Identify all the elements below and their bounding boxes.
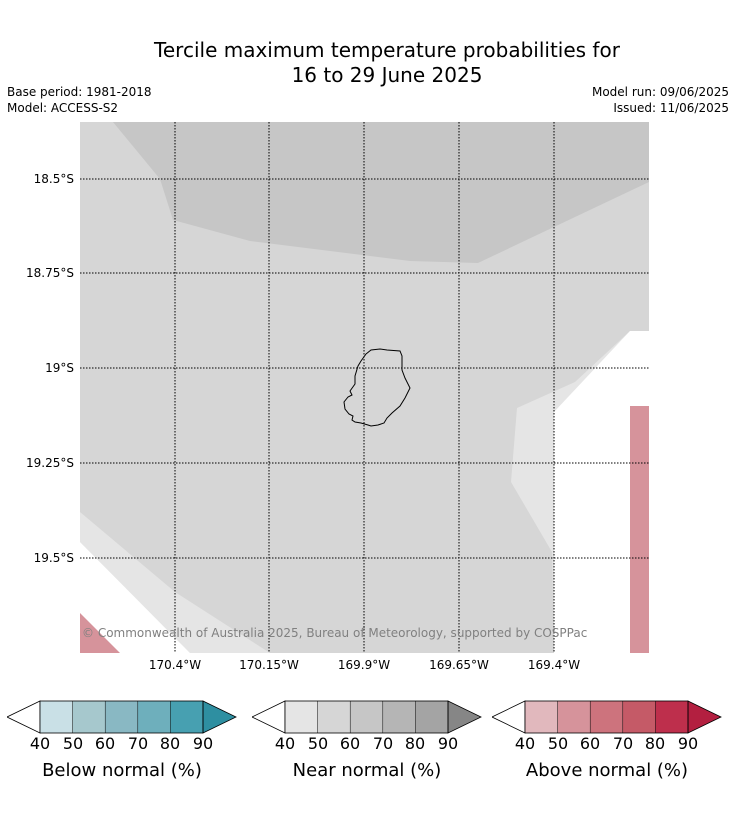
tick-label: 80 — [404, 734, 426, 753]
colorbar-low-extend-triangle — [492, 700, 526, 734]
ticks-below: 40 50 60 70 80 90 — [7, 734, 237, 754]
niue-island-coastline — [343, 348, 411, 427]
colorbar-segment — [415, 701, 448, 733]
legend-below-normal: 40 50 60 70 80 90 Below normal (%) — [7, 700, 237, 781]
issued-date: Issued: 11/06/2025 — [613, 101, 729, 115]
tick-label: 40 — [29, 734, 51, 753]
colorbar-near — [252, 700, 482, 734]
legend-title-above: Above normal (%) — [525, 760, 689, 781]
tick-label: 60 — [339, 734, 361, 753]
base-period: Base period: 1981-2018 — [7, 85, 152, 99]
title-line-1: Tercile maximum temperature probabilitie… — [154, 38, 620, 62]
tick-label: 90 — [192, 734, 214, 753]
colorbar-segment — [137, 701, 171, 733]
colorbar-below — [7, 700, 237, 734]
no-data-region-sw — [80, 542, 190, 653]
colorbar-segment — [285, 701, 318, 733]
colorbar-segment — [590, 701, 623, 733]
tick-label: 60 — [94, 734, 116, 753]
tick-label: 90 — [677, 734, 699, 753]
meta-right: Model run: 09/06/2025 Issued: 11/06/2025 — [592, 84, 729, 116]
map-panel — [80, 122, 649, 653]
no-data-region-e — [554, 331, 649, 653]
colorbar-above — [492, 700, 722, 734]
lon-label-2: 170.15°W — [239, 658, 299, 672]
tick-label: 90 — [437, 734, 459, 753]
colorbar-segment — [317, 701, 351, 733]
lon-label-3: 169.9°W — [337, 658, 391, 672]
colorbar-segment — [382, 701, 416, 733]
colorbar-segment — [557, 701, 591, 733]
lat-label-4: 19.25°S — [26, 456, 74, 470]
tick-label: 70 — [372, 734, 394, 753]
tick-label: 50 — [62, 734, 84, 753]
tick-label: 70 — [612, 734, 634, 753]
graticule — [80, 122, 649, 653]
lat-label-2: 18.75°S — [26, 266, 74, 280]
colorbar-high-extend-triangle — [202, 700, 237, 734]
near-normal-60-region — [113, 122, 649, 263]
colorbar-high-extend-triangle — [687, 700, 722, 734]
colorbar-outline — [284, 700, 449, 734]
legend-near-normal: 40 50 60 70 80 90 Near normal (%) — [252, 700, 482, 781]
colorbar-segment — [40, 701, 73, 733]
near-normal-40-region-sw — [80, 512, 270, 653]
colorbar-segment — [170, 701, 203, 733]
legend-above-normal: 40 50 60 70 80 90 Above normal (%) — [492, 700, 722, 781]
colorbar-high-extend-triangle — [447, 700, 482, 734]
tick-label: 60 — [579, 734, 601, 753]
lat-label-3: 19°S — [45, 361, 74, 375]
map-title: Tercile maximum temperature probabilitie… — [0, 38, 736, 88]
colorbar-low-extend-triangle — [7, 700, 41, 734]
lon-label-1: 170.4°W — [148, 658, 202, 672]
legend-title-near: Near normal (%) — [292, 760, 442, 781]
model-run: Model run: 09/06/2025 — [591, 85, 729, 99]
lat-label-1: 18.5°S — [33, 172, 74, 186]
colorbar-segment — [105, 701, 138, 733]
colorbar-low-extend-triangle — [252, 700, 286, 734]
legend-title-below: Below normal (%) — [42, 760, 202, 781]
tick-label: 80 — [159, 734, 181, 753]
colorbar-segment — [72, 701, 106, 733]
above-normal-region-sw — [80, 613, 120, 653]
colorbar-segment — [622, 701, 656, 733]
copyright-notice: © Commonwealth of Australia 2025, Bureau… — [82, 626, 588, 640]
lat-label-5: 19.5°S — [33, 551, 74, 565]
tick-label: 80 — [644, 734, 666, 753]
colorbar-segment — [655, 701, 688, 733]
ticks-above: 40 50 60 70 80 90 — [492, 734, 722, 754]
above-normal-strip — [630, 406, 649, 653]
ticks-near: 40 50 60 70 80 90 — [252, 734, 482, 754]
colorbar-segment — [525, 701, 558, 733]
model-name: Model: ACCESS-S2 — [7, 101, 119, 115]
colorbar-segment — [350, 701, 383, 733]
tick-label: 70 — [127, 734, 149, 753]
lon-label-4: 169.65°W — [429, 658, 489, 672]
tick-label: 40 — [514, 734, 536, 753]
map-svg — [80, 122, 649, 653]
meta-left: Base period: 1981-2018 Model: ACCESS-S2 — [7, 84, 152, 116]
lon-label-5: 169.4°W — [527, 658, 581, 672]
tick-label: 50 — [547, 734, 569, 753]
tick-label: 50 — [307, 734, 329, 753]
colorbar-outline — [39, 700, 204, 734]
colorbar-outline — [524, 700, 689, 734]
title-line-2: 16 to 29 June 2025 — [291, 63, 483, 87]
tick-label: 40 — [274, 734, 296, 753]
